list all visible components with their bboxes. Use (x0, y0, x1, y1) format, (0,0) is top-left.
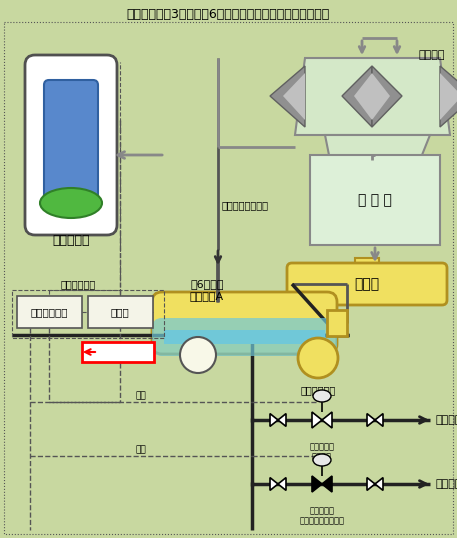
Polygon shape (325, 135, 430, 160)
Polygon shape (278, 414, 286, 427)
FancyBboxPatch shape (152, 292, 337, 354)
Ellipse shape (313, 390, 331, 402)
Text: 水位制御弁
（常用）: 水位制御弁 （常用） (309, 442, 335, 462)
Bar (310, 155, 440, 245)
Polygon shape (440, 73, 457, 120)
Polygon shape (367, 478, 375, 491)
Bar (355, 258, 379, 268)
Polygon shape (322, 412, 332, 428)
Polygon shape (342, 66, 372, 127)
Polygon shape (312, 476, 322, 492)
FancyBboxPatch shape (152, 318, 337, 356)
Polygon shape (270, 414, 278, 427)
Polygon shape (270, 66, 305, 127)
Bar (164, 330, 325, 344)
Text: 主給水ポンプ: 主給水ポンプ (300, 385, 335, 395)
Bar (327, 310, 347, 336)
Text: 復水器へ: 復水器へ (435, 479, 457, 489)
Text: P: P (312, 349, 324, 367)
FancyBboxPatch shape (44, 80, 98, 200)
Polygon shape (372, 66, 402, 127)
Text: 信号: 信号 (136, 445, 146, 455)
Text: タービン排気蒸気: タービン排気蒸気 (222, 200, 269, 210)
Polygon shape (295, 58, 450, 135)
Polygon shape (283, 73, 305, 120)
Polygon shape (322, 476, 332, 492)
Text: 水位制御弁
（バックアップ用）: 水位制御弁 （バックアップ用） (299, 506, 345, 526)
Circle shape (180, 337, 216, 373)
Circle shape (298, 338, 338, 378)
Text: 常　用: 常 用 (111, 307, 129, 317)
Text: 信号: 信号 (136, 392, 146, 400)
Polygon shape (367, 414, 375, 427)
Text: 当該箇所: 当該箇所 (105, 347, 131, 357)
Polygon shape (278, 478, 286, 491)
FancyBboxPatch shape (25, 55, 117, 235)
Text: 水位制御装置: 水位制御装置 (60, 279, 96, 289)
Polygon shape (375, 414, 383, 427)
Polygon shape (354, 73, 372, 120)
Bar (82, 342, 154, 362)
Polygon shape (372, 73, 390, 120)
Bar (12, 290, 164, 338)
Text: タービン: タービン (419, 50, 445, 60)
Text: 伊方発電所第3号機　第6高圧給水加熱器まわり概略系統図: 伊方発電所第3号機 第6高圧給水加熱器まわり概略系統図 (127, 8, 329, 20)
Ellipse shape (313, 454, 331, 466)
FancyBboxPatch shape (287, 263, 447, 305)
Text: 第6高圧給
水加熱器A: 第6高圧給 水加熱器A (190, 279, 224, 301)
Polygon shape (312, 412, 322, 428)
Ellipse shape (40, 188, 102, 218)
Text: 脱気器へ: 脱気器へ (435, 415, 457, 425)
Text: 蒸気発生器: 蒸気発生器 (52, 233, 90, 246)
Bar (88, 296, 153, 328)
Text: 復 水 器: 復 水 器 (358, 193, 392, 207)
Text: 脱気器: 脱気器 (355, 277, 380, 291)
Polygon shape (375, 478, 383, 491)
Text: 流量計: 流量計 (190, 350, 206, 359)
Bar (17, 296, 82, 328)
Text: バックアップ: バックアップ (30, 307, 68, 317)
Polygon shape (440, 66, 457, 127)
Polygon shape (270, 478, 278, 491)
